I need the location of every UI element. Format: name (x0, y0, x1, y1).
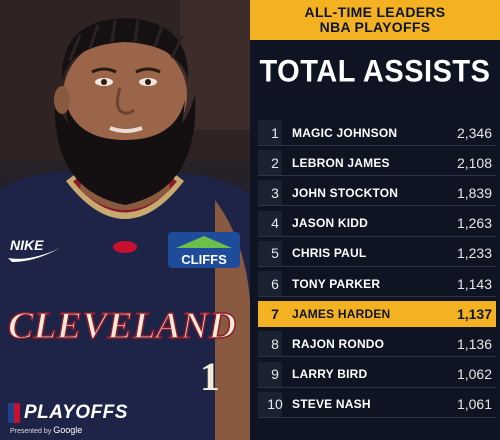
leader-value: 2,346 (456, 124, 492, 141)
rank-background (258, 180, 282, 206)
leader-value: 1,263 (456, 215, 492, 232)
leader-rank: 3 (271, 184, 279, 201)
leader-value: 1,136 (456, 335, 492, 352)
leader-row: 8 RAJON RONDO 1,136 (258, 331, 496, 358)
rank-background (258, 120, 282, 145)
leader-name: JASON KIDD (292, 216, 369, 231)
rank-background (258, 391, 282, 417)
header-line-1: ALL-TIME LEADERS (304, 4, 446, 20)
jersey-team-text: CLEVELAND (8, 305, 236, 347)
rank-background (258, 361, 282, 387)
leader-name: JAMES HARDEN (292, 307, 391, 322)
leader-name: JOHN STOCKTON (292, 185, 399, 200)
leader-name: TONY PARKER (292, 276, 381, 291)
leader-row: 3 JOHN STOCKTON 1,839 (258, 180, 496, 207)
nike-logo: NIKE (10, 237, 44, 253)
leader-rank: 6 (271, 275, 279, 292)
leader-rank: 4 (271, 215, 279, 232)
leader-rank: 9 (271, 366, 279, 383)
rank-background (258, 271, 282, 296)
leader-row: 1 MAGIC JOHNSON 2,346 (258, 120, 496, 146)
leader-rank: 2 (271, 154, 279, 171)
player-photo: CLEVELAND 1 NIKE CLIFFS PLAYOFFS Present… (0, 0, 250, 440)
leader-name: MAGIC JOHNSON (292, 125, 398, 140)
presented-by-label: Presented by (10, 428, 52, 435)
rank-background (258, 331, 282, 357)
leader-rank: 10 (267, 396, 283, 413)
presented-by: Presented by Google (10, 425, 82, 435)
leaders-panel: TOTAL ASSISTS 1 MAGIC JOHNSON 2,346 2 LEBRON… (250, 40, 500, 440)
leader-value: 1,143 (456, 275, 492, 292)
player-illustration: CLEVELAND 1 NIKE CLIFFS (0, 0, 250, 440)
rank-background (258, 150, 282, 176)
leader-value: 2,108 (456, 154, 492, 171)
leader-row: 10 STEVE NASH 1,061 (258, 391, 496, 418)
leader-name: LEBRON JAMES (292, 155, 390, 170)
cliffs-patch: CLIFFS (181, 252, 227, 267)
leader-name: CHRIS PAUL (292, 246, 367, 261)
leader-row: 5 CHRIS PAUL 1,233 (258, 240, 496, 267)
leader-row: 6 TONY PARKER 1,143 (258, 271, 496, 297)
leader-value: 1,061 (456, 396, 492, 413)
leader-row: 4 JASON KIDD 1,263 (258, 210, 496, 237)
leader-name: LARRY BIRD (292, 367, 368, 382)
rank-background (258, 210, 282, 236)
leader-rank: 7 (271, 306, 279, 323)
leader-name: RAJON RONDO (292, 336, 385, 351)
leader-rank: 5 (271, 245, 279, 262)
leader-row: 7 JAMES HARDEN 1,137 (258, 301, 496, 328)
sponsor-label: Google (53, 425, 83, 435)
rank-background (258, 240, 282, 266)
leader-value: 1,839 (456, 184, 492, 201)
header-line-2: NBA PLAYOFFS (319, 19, 431, 35)
leader-value: 1,062 (456, 366, 492, 383)
graphic-header: ALL-TIME LEADERS NBA PLAYOFFS (250, 0, 500, 40)
playoffs-label: PLAYOFFS (24, 402, 128, 423)
playoffs-logo: PLAYOFFS (8, 402, 128, 424)
leader-row: 9 LARRY BIRD 1,062 (258, 361, 496, 388)
leader-row: 2 LEBRON JAMES 2,108 (258, 150, 496, 177)
leader-value: 1,233 (456, 245, 492, 262)
jersey-number: 1 (200, 354, 220, 399)
stat-title: TOTAL ASSISTS (259, 54, 491, 90)
leader-value: 1,137 (456, 306, 492, 323)
nba-logo-icon (8, 403, 20, 423)
leader-name: STEVE NASH (292, 397, 371, 412)
leader-rank: 8 (271, 335, 279, 352)
leader-rank: 1 (271, 124, 279, 141)
